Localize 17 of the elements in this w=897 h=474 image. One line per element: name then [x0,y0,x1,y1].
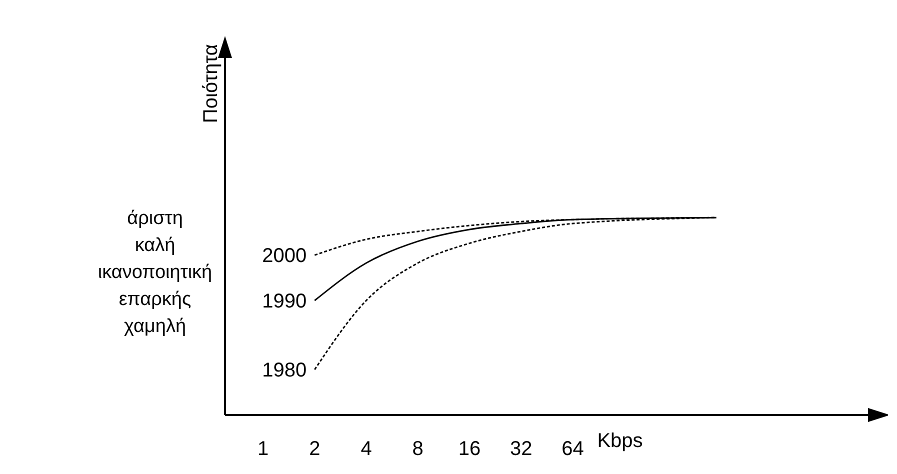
x-tick-label: 64 [562,438,584,460]
text: ικανοποιητική [98,262,212,283]
series-label: 2000 [262,245,307,268]
x-axis-title: Kbps [597,430,643,452]
x-tick-label: 16 [458,438,481,460]
text: άριστη [127,208,183,229]
x-tick-label: 4 [360,438,372,460]
x-tick-label: 32 [510,438,532,460]
x-tick-label: 2 [309,438,320,460]
series-label: 1980 [262,360,307,382]
x-tick-label: 8 [412,438,424,460]
series-label: 1990 [262,290,307,313]
text: επαρκής [118,289,192,310]
text: καλή [134,235,176,256]
text: χαμηλή [124,316,186,337]
x-tick-label: 1 [257,438,269,460]
y-axis-title: Ποιότητα [200,44,222,124]
